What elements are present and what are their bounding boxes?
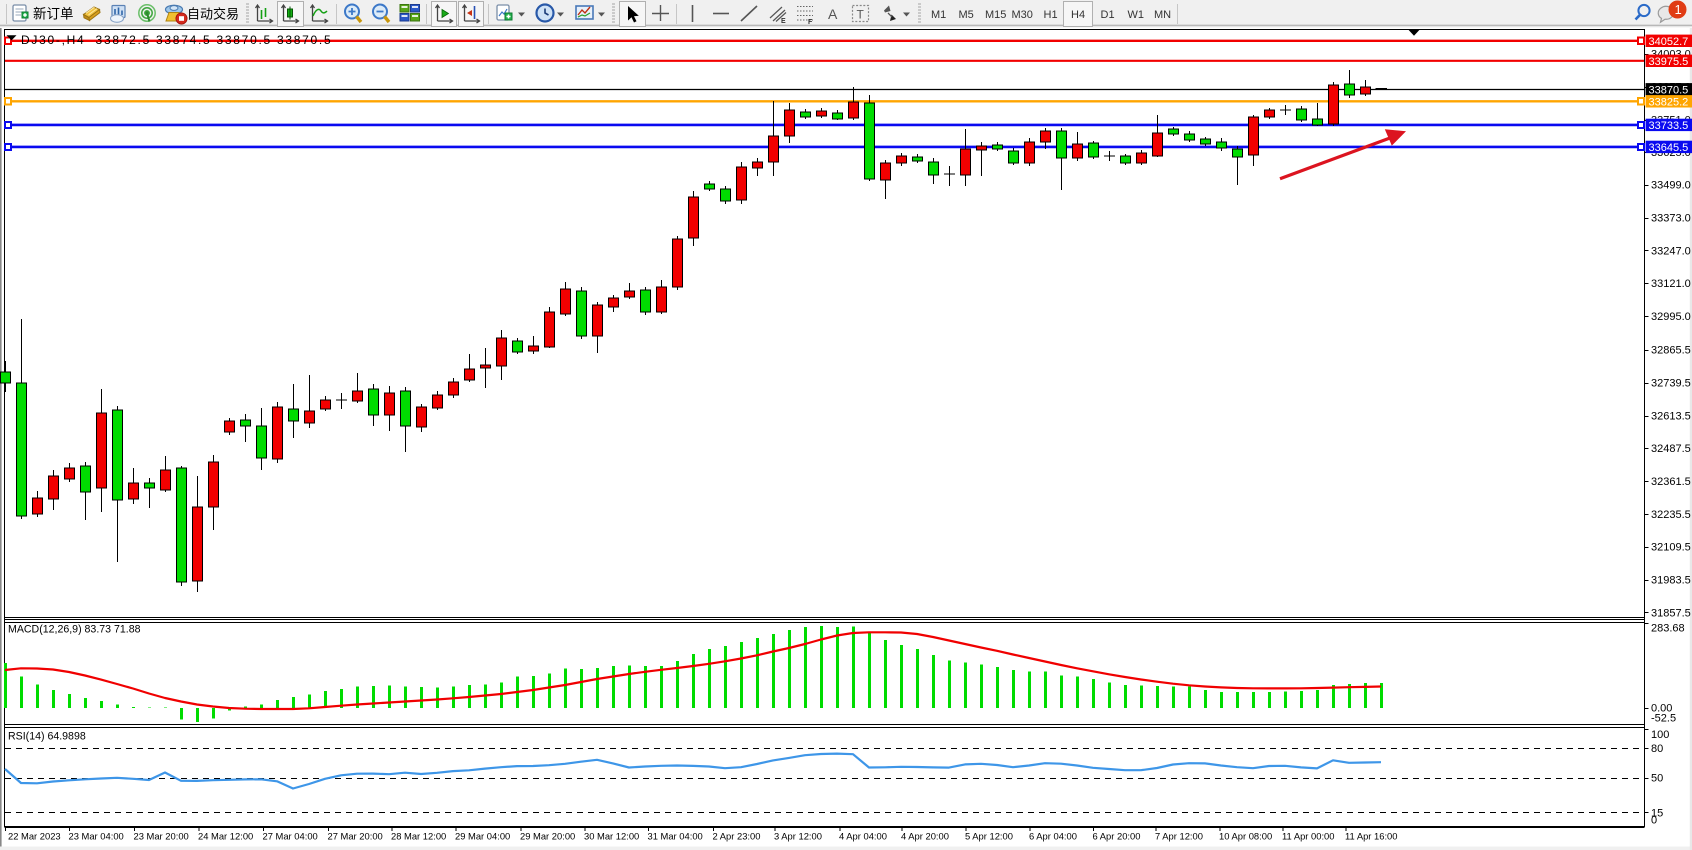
svg-text:DJ30-,H4 33872.5 33874.5 3387: DJ30-,H4 33872.5 33874.5 33870.5 33870.5 (21, 33, 332, 47)
svg-text:23 Mar 20:00: 23 Mar 20:00 (134, 831, 189, 842)
svg-text:5 Apr 12:00: 5 Apr 12:00 (965, 831, 1013, 842)
svg-text:31857.5: 31857.5 (1651, 607, 1691, 619)
svg-text:4 Apr 20:00: 4 Apr 20:00 (901, 831, 949, 842)
svg-text:-52.5: -52.5 (1651, 713, 1676, 725)
svg-text:32235.5: 32235.5 (1651, 509, 1691, 521)
svg-text:23 Mar 04:00: 23 Mar 04:00 (69, 831, 124, 842)
svg-text:33825.2: 33825.2 (1649, 96, 1689, 108)
svg-text:28 Mar 12:00: 28 Mar 12:00 (391, 831, 446, 842)
svg-text:24 Mar 12:00: 24 Mar 12:00 (198, 831, 253, 842)
svg-text:32865.5: 32865.5 (1651, 345, 1691, 357)
svg-text:31983.5: 31983.5 (1651, 575, 1691, 587)
svg-text:33499.0: 33499.0 (1651, 180, 1691, 192)
svg-text:31 Mar 04:00: 31 Mar 04:00 (648, 831, 703, 842)
svg-text:11 Apr 00:00: 11 Apr 00:00 (1282, 831, 1334, 842)
svg-text:32613.5: 32613.5 (1651, 410, 1691, 422)
svg-text:29 Mar 04:00: 29 Mar 04:00 (455, 831, 510, 842)
svg-text:新订单: 新订单 (33, 7, 74, 22)
svg-text:H4: H4 (1071, 9, 1085, 21)
svg-text:32361.5: 32361.5 (1651, 476, 1691, 488)
svg-text:3 Apr 12:00: 3 Apr 12:00 (774, 831, 822, 842)
svg-text:10 Apr 08:00: 10 Apr 08:00 (1219, 831, 1272, 842)
svg-text:E: E (781, 18, 786, 25)
svg-text:29 Mar 20:00: 29 Mar 20:00 (520, 831, 575, 842)
svg-text:F: F (808, 19, 813, 26)
svg-text:MACD(12,26,9) 83.73 71.88: MACD(12,26,9) 83.73 71.88 (8, 624, 141, 636)
svg-text:H1: H1 (1044, 9, 1058, 21)
svg-text:4 Apr 04:00: 4 Apr 04:00 (839, 831, 887, 842)
svg-text:6 Apr 20:00: 6 Apr 20:00 (1093, 831, 1141, 842)
svg-text:33975.5: 33975.5 (1649, 56, 1689, 68)
svg-text:M15: M15 (985, 9, 1006, 21)
svg-text:T: T (857, 8, 865, 22)
svg-text:RSI(14) 64.9898: RSI(14) 64.9898 (8, 731, 86, 743)
svg-text:A: A (828, 6, 838, 22)
svg-text:27 Mar 04:00: 27 Mar 04:00 (263, 831, 318, 842)
svg-text:7 Apr 12:00: 7 Apr 12:00 (1155, 831, 1203, 842)
svg-text:27 Mar 20:00: 27 Mar 20:00 (328, 831, 383, 842)
svg-text:0.00: 0.00 (1651, 703, 1672, 715)
svg-text:22 Mar 2023: 22 Mar 2023 (8, 831, 61, 842)
svg-text:34052.7: 34052.7 (1649, 36, 1689, 48)
svg-text:1: 1 (1675, 2, 1682, 17)
svg-text:33870.5: 33870.5 (1649, 84, 1689, 96)
svg-text:0: 0 (1651, 815, 1657, 827)
svg-text:33121.0: 33121.0 (1651, 278, 1691, 290)
svg-text:33733.5: 33733.5 (1649, 120, 1689, 132)
svg-text:MN: MN (1154, 9, 1171, 21)
svg-text:283.68: 283.68 (1651, 623, 1685, 635)
svg-text:33247.0: 33247.0 (1651, 245, 1691, 257)
svg-text:W1: W1 (1128, 9, 1145, 21)
svg-text:15: 15 (1651, 807, 1663, 819)
svg-text:32109.5: 32109.5 (1651, 542, 1691, 554)
svg-text:D1: D1 (1101, 9, 1115, 21)
svg-text:32739.5: 32739.5 (1651, 378, 1691, 390)
svg-text:M1: M1 (931, 9, 946, 21)
svg-text:32487.5: 32487.5 (1651, 443, 1691, 455)
svg-text:80: 80 (1651, 743, 1663, 755)
svg-text:50: 50 (1651, 773, 1663, 785)
svg-text:2 Apr 23:00: 2 Apr 23:00 (713, 831, 761, 842)
svg-text:30 Mar 12:00: 30 Mar 12:00 (584, 831, 639, 842)
svg-text:33645.5: 33645.5 (1649, 142, 1689, 154)
svg-text:11 Apr 16:00: 11 Apr 16:00 (1345, 831, 1397, 842)
svg-text:32995.0: 32995.0 (1651, 311, 1691, 323)
svg-text:6 Apr 04:00: 6 Apr 04:00 (1029, 831, 1077, 842)
svg-text:自动交易: 自动交易 (187, 7, 239, 22)
svg-text:M5: M5 (959, 9, 974, 21)
svg-text:100: 100 (1651, 729, 1669, 741)
svg-text:33373.0: 33373.0 (1651, 213, 1691, 225)
svg-text:M30: M30 (1012, 9, 1033, 21)
